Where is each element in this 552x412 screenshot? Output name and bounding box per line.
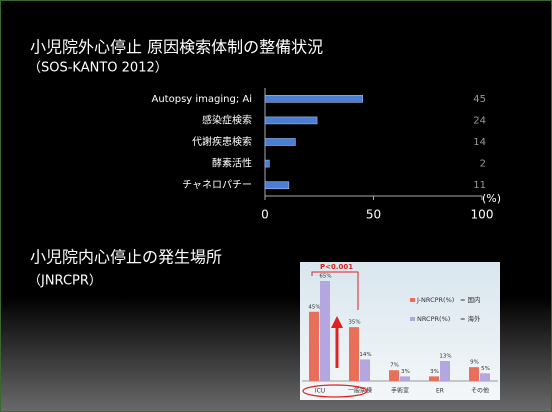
legend-swatch	[410, 317, 415, 321]
value-label: 35%	[348, 320, 360, 326]
value-label: 65%	[319, 274, 331, 280]
subtitle: （JNRCPR）	[28, 274, 102, 289]
bar	[440, 361, 450, 381]
x-tick-label: 一般病棟	[348, 387, 372, 395]
value-label: 7%	[390, 363, 399, 369]
value-label: 45%	[308, 304, 320, 310]
value-label: 11	[473, 180, 486, 191]
bracket	[311, 271, 359, 310]
bar	[264, 116, 318, 125]
legend-swatch	[410, 298, 415, 302]
subtitle: （SOS-KANTO 2012）	[28, 61, 168, 76]
value-label: 45	[473, 94, 486, 105]
arrow-head	[331, 316, 343, 328]
x-unit: (%)	[482, 192, 501, 205]
bar	[264, 159, 270, 168]
legend-note: = 国内	[460, 295, 481, 304]
legend-label: NRCPR(%)	[417, 315, 450, 323]
x-tick-label: 50	[366, 208, 381, 222]
bar	[264, 95, 363, 103]
y-tick-label: 代謝疾患検索	[192, 135, 252, 148]
value-label: 3%	[401, 369, 410, 375]
value-label: 3%	[430, 369, 439, 375]
y-tick-label: 酵素活性	[212, 157, 252, 170]
value-label: 2	[480, 159, 486, 170]
value-label: 14%	[359, 352, 371, 358]
bar	[480, 373, 490, 381]
value-label: 9%	[470, 360, 479, 366]
highlight	[302, 384, 368, 398]
bar	[264, 138, 296, 146]
bar	[389, 370, 399, 381]
value-label: 24	[473, 115, 486, 126]
value-label: 5%	[481, 366, 490, 372]
bar	[264, 181, 290, 189]
bar	[469, 367, 479, 381]
legend-note: = 海外	[460, 314, 481, 323]
y-tick-label: 感染症検索	[202, 113, 252, 126]
x-tick-label: 手術室	[391, 387, 409, 395]
bar	[360, 359, 370, 381]
x-tick-label: ICU	[315, 388, 325, 395]
annotation: P<0.001	[320, 263, 353, 271]
y-tick-label: Autopsy imaging; Ai	[152, 94, 253, 105]
bar	[400, 376, 410, 381]
value-label: 14	[473, 137, 486, 148]
x-tick-label: その他	[471, 387, 489, 395]
x-tick-label: 100	[471, 208, 494, 222]
title: 小児院外心停止 原因検索体制の整備状況	[30, 38, 323, 57]
x-tick-label: 0	[261, 208, 269, 222]
title: 小児院内心停止の発生場所	[30, 248, 222, 267]
legend-label: J-NRCPR(%)	[416, 296, 454, 304]
bar	[429, 376, 439, 381]
y-tick-label: チャネロパチー	[182, 179, 252, 191]
x-tick-label: ER	[436, 388, 444, 395]
bar	[309, 311, 319, 381]
bar	[320, 281, 330, 381]
value-label: 13%	[439, 354, 451, 360]
bar	[349, 327, 359, 381]
